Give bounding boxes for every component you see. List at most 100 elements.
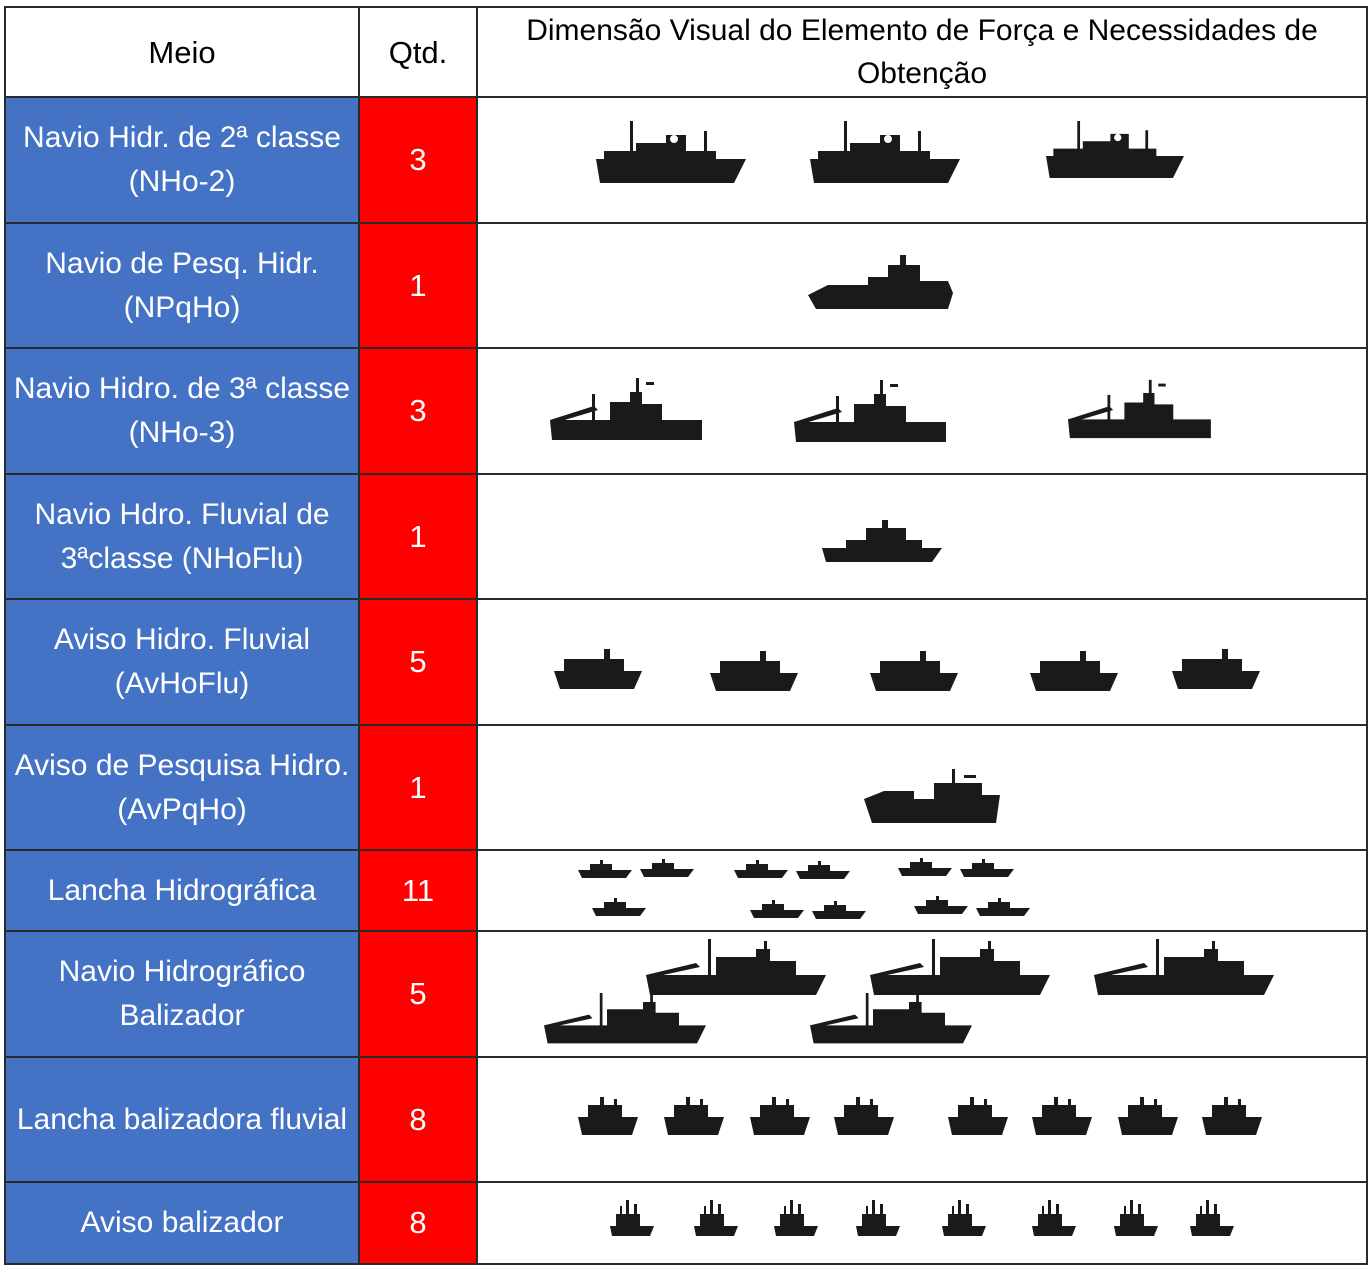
ship-hull-shape [578,1097,638,1135]
table-row: Lancha balizadora fluvial 8 [4,1056,1368,1183]
ship-hull-shape [1032,1200,1076,1236]
meio-cell: Navio de Pesq. Hidr. (NPqHo) [4,222,360,349]
ship-silhouettes-cell [476,724,1368,851]
ship-silhouettes [554,649,1260,691]
buoy-tender-silhouette-icon [1094,939,1274,995]
ship-hull-shape [596,121,746,183]
ship-silhouettes [578,1097,1262,1135]
buoy-tender-silhouette-icon [544,993,706,1044]
ship-hull-shape [796,861,850,879]
meio-cell: Navio Hdro. Fluvial de 3ªclasse (NHoFlu) [4,473,360,600]
ship-hull-shape [960,859,1014,877]
ship-hull-shape [544,993,706,1044]
header-row: Meio Qtd. Dimensão Visual do Elemento de… [4,6,1368,98]
ship-hull-shape [948,1097,1008,1135]
ship-hull-shape [694,1200,738,1236]
crane-ship-silhouette-icon [550,378,702,440]
launch-silhouette-icon [976,898,1030,916]
ship-hull-shape [1190,1200,1234,1236]
small-tender-silhouette-icon [1114,1200,1158,1236]
header-qtd: Qtd. [358,6,478,98]
fleet-table: Meio Qtd. Dimensão Visual do Elemento de… [4,6,1368,1265]
qtd-cell: 11 [358,849,478,932]
buoy-launch-silhouette-icon [750,1097,810,1135]
ship-hull-shape [1068,379,1211,439]
table-row: Aviso Hidro. Fluvial (AvHoFlu) 5 [4,598,1368,726]
ship-silhouettes-cell [476,96,1368,224]
table-row: Lancha Hidrográfica 11 [4,849,1368,932]
buoy-launch-silhouette-icon [578,1097,638,1135]
buoy-tender-silhouette-icon [646,939,826,995]
launch-silhouette-icon [960,859,1014,877]
ship-silhouettes [610,1200,1234,1236]
ship-hull-shape [810,993,972,1044]
river-ship-silhouette-icon [822,520,942,562]
launch-silhouette-icon [796,861,850,879]
ship-hull-shape [774,1200,818,1236]
research-boat-silhouette-icon [864,769,1000,823]
ship-silhouettes [808,255,953,309]
river-tug-silhouette-icon [870,651,958,691]
ship-silhouettes-cell [476,930,1368,1058]
launch-silhouette-icon [898,858,952,876]
qtd-cell: 8 [358,1056,478,1183]
meio-cell: Lancha Hidrográfica [4,849,360,932]
ship-silhouettes [544,939,1274,1044]
small-tender-silhouette-icon [610,1200,654,1236]
ship-hull-shape [592,898,646,916]
ship-hull-shape [1118,1097,1178,1135]
launch-silhouette-icon [592,898,646,916]
ship-hull-shape [1030,651,1118,691]
table-row: Navio de Pesq. Hidr. (NPqHo) 1 [4,222,1368,349]
river-tug-silhouette-icon [710,651,798,691]
ship-hull-shape [1032,1097,1092,1135]
qtd-cell: 3 [358,347,478,475]
ship-hull-shape [750,1097,810,1135]
ship-hull-shape [834,1097,894,1135]
buoy-launch-silhouette-icon [948,1097,1008,1135]
ship-hull-shape [812,901,866,919]
ship-silhouettes-cell [476,222,1368,349]
survey-ship-silhouette-icon [596,121,746,183]
qtd-cell: 8 [358,1181,478,1265]
qtd-cell: 5 [358,598,478,726]
ship-hull-shape [554,649,642,689]
ship-silhouettes-cell [476,473,1368,600]
ship-hull-shape [976,898,1030,916]
ship-hull-shape [550,378,702,440]
ship-hull-shape [914,896,968,914]
buoy-tender-silhouette-icon [810,993,972,1044]
header-meio: Meio [4,6,360,98]
table-row: Navio Hdro. Fluvial de 3ªclasse (NHoFlu)… [4,473,1368,600]
buoy-launch-silhouette-icon [1032,1097,1092,1135]
ship-hull-shape [864,769,1000,823]
research-ship-silhouette-icon [808,255,953,309]
header-dimensao: Dimensão Visual do Elemento de Força e N… [476,6,1368,98]
ship-hull-shape [942,1200,986,1236]
crane-ship-silhouette-icon [794,380,946,442]
launch-silhouette-icon [734,860,788,878]
ship-hull-shape [808,255,953,309]
qtd-cell: 5 [358,930,478,1058]
ship-silhouettes-cell [476,849,1368,932]
ship-hull-shape [664,1097,724,1135]
small-tender-silhouette-icon [774,1200,818,1236]
river-tug-silhouette-icon [1030,651,1118,691]
meio-cell: Aviso Hidro. Fluvial (AvHoFlu) [4,598,360,726]
table-row: Aviso de Pesquisa Hidro. (AvPqHo) 1 [4,724,1368,851]
small-tender-silhouette-icon [694,1200,738,1236]
ship-hull-shape [794,380,946,442]
buoy-launch-silhouette-icon [1202,1097,1262,1135]
ship-hull-shape [1202,1097,1262,1135]
ship-hull-shape [1094,939,1274,995]
buoy-launch-silhouette-icon [1118,1097,1178,1135]
ship-silhouettes [822,520,942,562]
meio-cell: Aviso de Pesquisa Hidro. (AvPqHo) [4,724,360,851]
ship-silhouettes-cell [476,1056,1368,1183]
ship-hull-shape [810,121,960,183]
launch-silhouette-icon [914,896,968,914]
ship-silhouettes-cell [476,1181,1368,1265]
qtd-cell: 1 [358,724,478,851]
meio-cell: Lancha balizadora fluvial [4,1056,360,1183]
small-tender-silhouette-icon [942,1200,986,1236]
